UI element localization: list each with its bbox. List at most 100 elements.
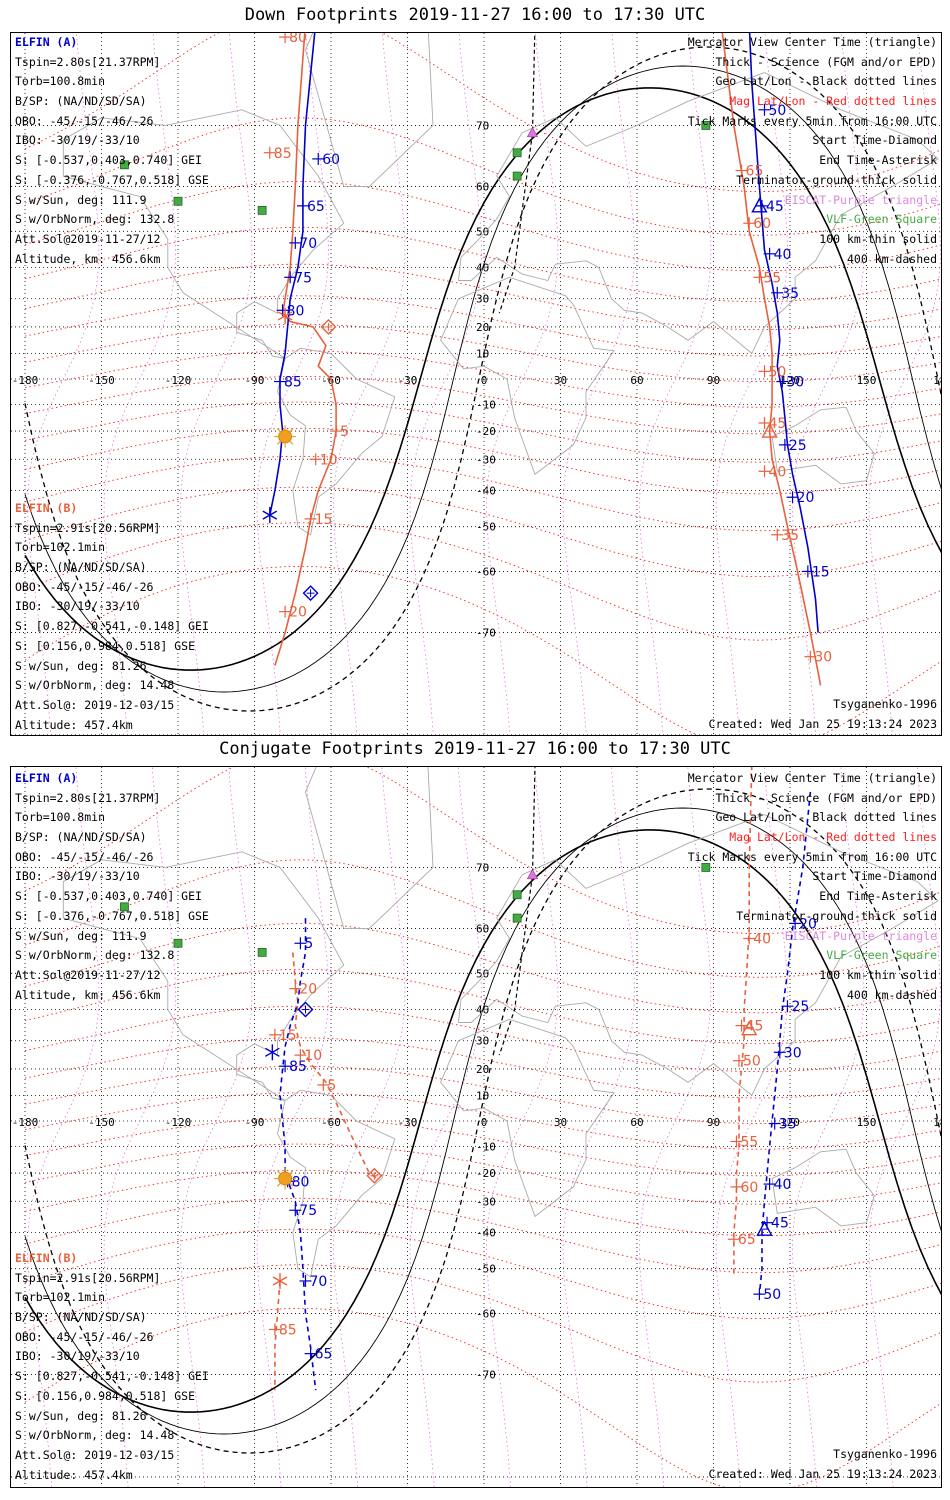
elfin-b-torb: Torb=102.1min <box>15 1290 106 1305</box>
lon-tick-label: 60 <box>630 1116 643 1129</box>
elfin-a-east-tick-label: 50 <box>763 1287 781 1303</box>
elfin-a-east-tick-label: 25 <box>789 438 807 454</box>
elfin-a-west-tick-label: 80 <box>292 1174 310 1190</box>
elfin-a-track-east <box>748 33 819 633</box>
lat-tick-label: 60 <box>476 923 489 936</box>
mag-parallel <box>24 922 941 1014</box>
legend-science: Thick - Science (FGM and/or EPD) <box>715 54 937 69</box>
elfin-b-track-east <box>721 33 822 686</box>
elfin-b-bsp: B/SP: (NA/ND/SD/SA) <box>15 1310 147 1325</box>
elfin-a-track-west <box>269 33 316 516</box>
elfin-b-tspin: Tspin=2.91s[20.56RPM] <box>15 1270 161 1285</box>
legend-tick-marks: Tick Marks every 5min from 16:00 UTC <box>687 849 937 864</box>
terminator-ground <box>24 87 941 671</box>
elfin-b-west-tick-label: 15 <box>279 1028 297 1044</box>
elfin-b-ibo: IBO: -30/19/-33/10 <box>15 1349 140 1364</box>
elfin-b-west-tick-label: 85 <box>274 146 292 162</box>
elfin-b-obo: OBO: -45/-15/-46/-26 <box>15 579 154 594</box>
terminator-400km <box>24 788 941 1454</box>
lat-tick-label: -50 <box>476 521 496 534</box>
panel-1-title: Down Footprints 2019-11-27 16:00 to 17:3… <box>244 5 706 25</box>
mag-meridian <box>715 767 788 1487</box>
lon-tick-label: -150 <box>88 1116 115 1129</box>
elfin-a-s-sun: S w/Sun, deg: 111.9 <box>15 192 147 207</box>
lon-tick-label: -180 <box>12 1116 39 1129</box>
mag-meridian <box>792 767 865 1487</box>
vlf-square <box>173 196 183 206</box>
lat-tick-label: -70 <box>476 1369 496 1382</box>
mag-meridian <box>562 33 635 735</box>
mag-meridian <box>103 767 176 1487</box>
elfin-a-bsp: B/SP: (NA/ND/SD/SA) <box>15 830 147 845</box>
sun-ray <box>276 428 281 433</box>
elfin-a-attsol: Att.Sol@2019-11-27/12 <box>15 967 161 982</box>
mag-meridian <box>333 767 406 1487</box>
terminator-400km <box>24 46 941 712</box>
legend-end-time: End Time-Asterisk <box>819 153 937 168</box>
legend-terminator: Terminator-ground-thick solid <box>736 908 937 923</box>
elfin-b-end-asterisk <box>277 311 293 321</box>
elfin-a-west-tick-label: 5 <box>304 936 313 952</box>
elfin-a-bsp: B/SP: (NA/ND/SD/SA) <box>15 94 147 109</box>
vlf-square <box>120 902 129 912</box>
elfin-b-track-west <box>274 33 337 666</box>
elfin-a-east-tick-label: 20 <box>797 490 815 506</box>
elfin-a-s-orbnorm: S w/OrbNorm, deg: 132.8 <box>15 948 175 963</box>
elfin-a-s-orbnorm: S w/OrbNorm, deg: 132.8 <box>15 212 175 227</box>
elfin-a-east-tick-label: 40 <box>774 247 792 263</box>
elfin-a-obo: OBO: -45/-15/-46/-26 <box>15 849 154 864</box>
legend-science: Thick - Science (FGM and/or EPD) <box>715 790 937 805</box>
elfin-a-start-diamond <box>302 585 319 602</box>
continent-outline <box>440 1018 615 1218</box>
elfin-a-altitude: Altitude, km: 456.6km <box>15 251 161 266</box>
mag-parallel <box>24 401 941 463</box>
elfin-b-start-diamond <box>320 318 337 335</box>
mag-meridian <box>868 767 941 1487</box>
mag-parallel <box>24 1228 941 1320</box>
elfin-a-end-asterisk <box>262 510 278 520</box>
terminator-100km <box>24 807 941 1435</box>
vlf-square <box>701 121 711 130</box>
lat-tick-label: 30 <box>476 1035 489 1048</box>
legend-100km: 100 km-thin solid <box>819 967 937 982</box>
lat-tick-label: -40 <box>476 1226 496 1239</box>
elfin-a-east-tick-label: 30 <box>786 375 804 391</box>
lon-tick-label: 180 <box>933 1116 941 1129</box>
elfin-b-s-sun: S w/Sun, deg: 81.26 <box>15 1408 147 1423</box>
lat-tick-label: -70 <box>476 627 496 640</box>
elfin-b-view-triangle <box>741 1020 758 1036</box>
elfin-a-s-sun: S w/Sun, deg: 111.9 <box>15 928 147 943</box>
lon-tick-label: -90 <box>245 1116 265 1129</box>
mag-parallel <box>24 1037 941 1099</box>
elfin-b-header: ELFIN (B) <box>15 1251 78 1265</box>
lon-tick-label: -120 <box>165 1116 192 1129</box>
lon-tick-label: -120 <box>165 374 192 387</box>
map-panel-conjugate: -180 -150 -120 -90 -60 -30 0 30 60 90 120 150 180 70 6… <box>10 766 942 1488</box>
lon-tick-label: -180 <box>12 374 39 387</box>
lat-tick-label: -40 <box>476 484 496 497</box>
elfin-a-obo: OBO: -45/-15/-46/-26 <box>15 113 154 128</box>
mag-meridian <box>27 33 100 735</box>
mag-grid <box>24 33 941 735</box>
legend-end-time: End Time-Asterisk <box>819 889 937 904</box>
mag-parallel <box>24 486 941 578</box>
vlf-square <box>512 171 522 181</box>
lon-tick-label: 30 <box>554 374 567 387</box>
lat-tick-label: 70 <box>476 861 489 874</box>
elfin-b-altitude: Altitude: 457.4km <box>15 1467 133 1482</box>
mag-meridian <box>103 33 176 735</box>
mag-parallel <box>24 859 941 978</box>
lat-tick-label: -60 <box>476 1307 496 1320</box>
elfin-b-west-tick-label: 20 <box>289 605 307 621</box>
lon-tick-label: 150 <box>857 1116 877 1129</box>
continent-outline <box>277 347 396 536</box>
elfin-a-ibo: IBO: -30/19/-33/10 <box>15 133 140 148</box>
elfin-b-west-tick-label: 80 <box>289 33 307 46</box>
elfin-b-s-orbnorm: S w/OrbNorm, deg: 14.48 <box>15 678 175 693</box>
lat-tick-label: 20 <box>476 321 489 334</box>
mag-meridian <box>868 33 941 735</box>
elfin-a-east-tick-label: 45 <box>771 1216 789 1232</box>
elfin-b-east-tick-label: 55 <box>740 1134 758 1150</box>
lat-tick-label: -20 <box>476 1167 496 1180</box>
lat-tick-label: 50 <box>476 225 489 238</box>
